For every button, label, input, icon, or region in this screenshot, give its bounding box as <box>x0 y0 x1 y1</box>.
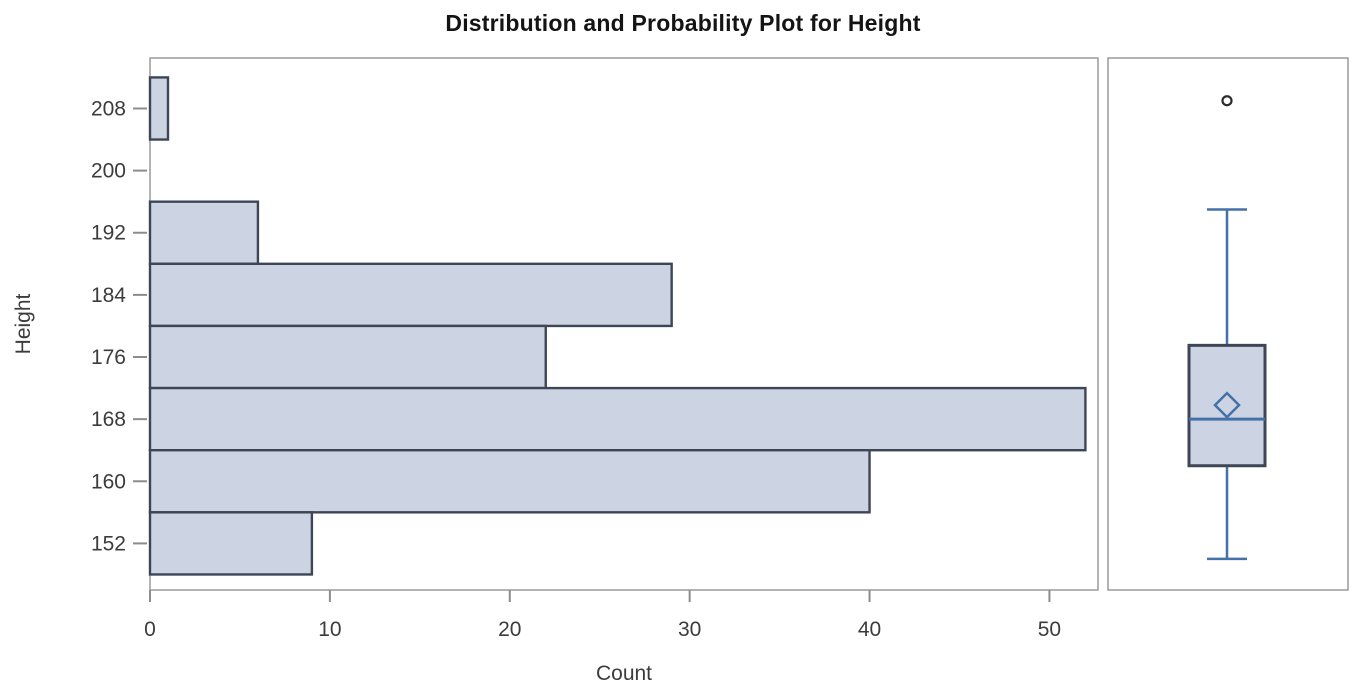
x-tick-label: 0 <box>144 618 156 641</box>
x-tick-label: 30 <box>678 618 701 641</box>
x-tick-label: 10 <box>318 618 341 641</box>
y-tick-label: 208 <box>91 97 126 120</box>
histogram-bar <box>148 449 871 514</box>
y-tick-label: 160 <box>91 470 126 493</box>
x-tick-label: 20 <box>498 618 521 641</box>
histogram-bar <box>148 200 260 266</box>
y-tick-label: 168 <box>91 408 126 431</box>
x-tick-label: 50 <box>1038 618 1061 641</box>
histogram-bar <box>148 76 170 141</box>
histogram-bar <box>148 511 314 576</box>
histogram-bar <box>148 262 673 328</box>
y-tick-label: 200 <box>91 160 126 183</box>
boxplot-mean-diamond <box>1213 391 1241 419</box>
x-tick-label: 40 <box>858 618 881 641</box>
boxplot-box <box>1187 343 1267 468</box>
y-tick-label: 152 <box>91 532 126 555</box>
histogram-bar <box>148 324 547 390</box>
y-tick-label: 184 <box>91 284 126 307</box>
y-axis-title: Height <box>12 293 35 354</box>
x-axis-title: Count <box>596 662 652 685</box>
y-tick-label: 192 <box>91 222 126 245</box>
boxplot-outlier-point <box>1221 95 1233 107</box>
y-tick-label: 176 <box>91 346 126 369</box>
chart-title: Distribution and Probability Plot for He… <box>445 10 921 36</box>
histogram-bar <box>148 386 1087 452</box>
